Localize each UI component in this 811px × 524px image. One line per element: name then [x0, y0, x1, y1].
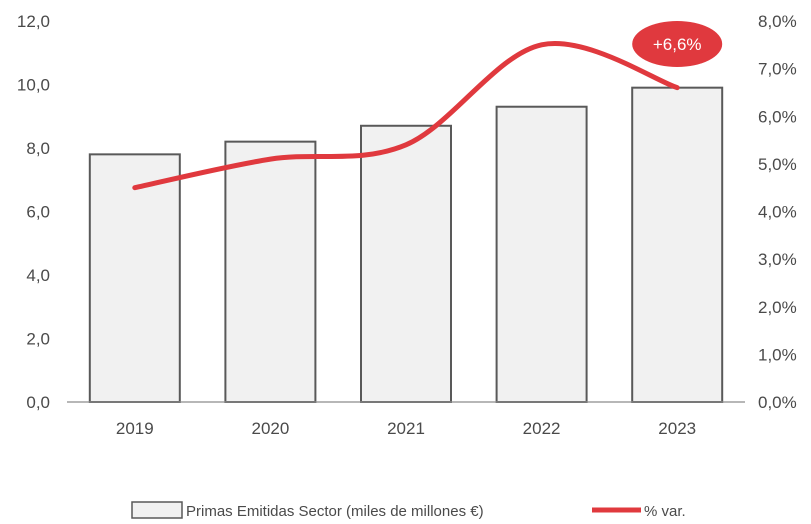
bar-2023 — [631, 86, 724, 404]
bars-layer — [88, 86, 724, 404]
annotation-badge: +6,6% — [632, 21, 723, 67]
left-tick-label: 10,0 — [17, 76, 50, 95]
right-tick-label: 5,0% — [758, 155, 797, 174]
x-tick-label: 2021 — [387, 419, 425, 438]
left-tick-label: 2,0 — [26, 330, 50, 349]
bar-2022 — [495, 105, 588, 403]
legend-bar-swatch — [131, 501, 183, 519]
x-axis: 2019 2020 2021 2022 2023 — [116, 419, 696, 438]
variation-line — [132, 41, 680, 191]
right-tick-label: 6,0% — [758, 107, 797, 126]
right-tick-label: 0,0% — [758, 393, 797, 412]
left-tick-label: 8,0 — [26, 139, 50, 158]
right-tick-label: 8,0% — [758, 12, 797, 31]
x-tick-label: 2019 — [116, 419, 154, 438]
x-tick-label: 2022 — [523, 419, 561, 438]
right-tick-label: 7,0% — [758, 60, 797, 79]
x-tick-label: 2020 — [251, 419, 289, 438]
annotation-badge-bg — [632, 21, 723, 67]
left-tick-label: 4,0 — [26, 266, 50, 285]
left-tick-label: 12,0 — [17, 12, 50, 31]
bar-2020 — [224, 140, 317, 403]
right-tick-label: 2,0% — [758, 298, 797, 317]
x-tick-label: 2023 — [658, 419, 696, 438]
annotation-label: +6,6% — [653, 35, 702, 54]
left-tick-label: 0,0 — [26, 393, 50, 412]
left-axis: 0,0 2,0 4,0 6,0 8,0 10,0 12,0 — [17, 12, 50, 412]
right-axis: 0,0% 1,0% 2,0% 3,0% 4,0% 5,0% 6,0% 7,0% 8,0% — [758, 12, 797, 412]
bar-2021 — [360, 124, 452, 404]
legend-bar-label: Primas Emitidas Sector (miles de millone… — [186, 503, 484, 520]
bar-2019 — [88, 153, 181, 403]
right-tick-label: 3,0% — [758, 250, 797, 269]
legend: Primas Emitidas Sector (miles de millone… — [131, 501, 686, 520]
left-tick-label: 6,0 — [26, 203, 50, 222]
right-tick-label: 1,0% — [758, 345, 797, 364]
legend-line-label: % var. — [644, 503, 686, 520]
right-tick-label: 4,0% — [758, 203, 797, 222]
